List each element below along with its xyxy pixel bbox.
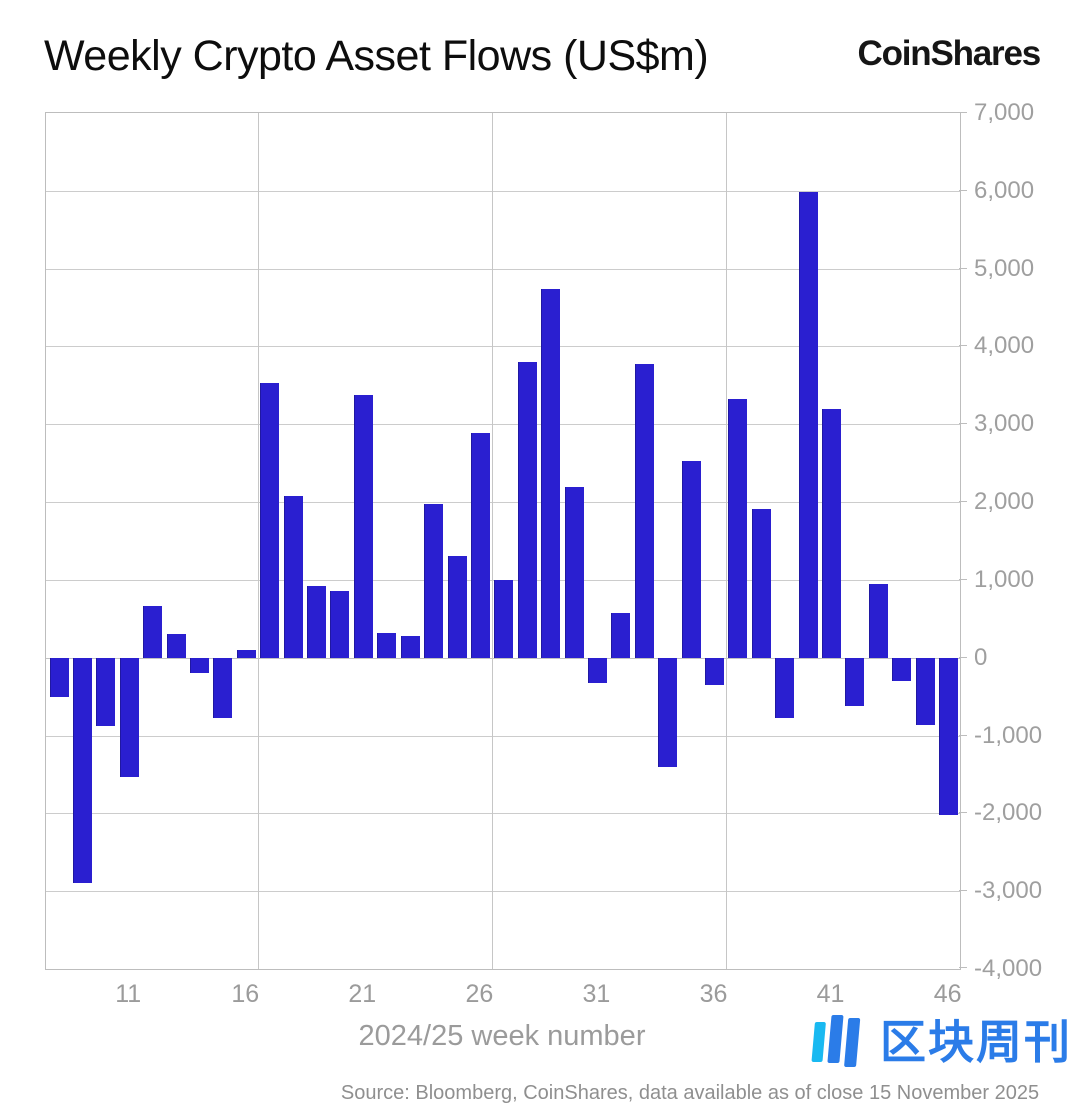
bar-week-28 xyxy=(517,362,537,658)
y-tick xyxy=(959,890,967,892)
y-tick xyxy=(959,734,967,736)
y-tick xyxy=(959,267,967,269)
y-tick-label: 4,000 xyxy=(974,332,1035,360)
y-gridline xyxy=(46,268,960,270)
y-tick-label: 6,000 xyxy=(974,176,1035,204)
y-tick xyxy=(959,423,967,425)
bar-week-39 xyxy=(775,657,795,718)
y-tick-label: 0 xyxy=(974,643,988,671)
bar-week-44 xyxy=(892,657,912,681)
y-tick-label: 7,000 xyxy=(974,99,1035,126)
bar-week-26 xyxy=(470,432,490,658)
bar-week-21 xyxy=(353,394,373,658)
bar-week-37 xyxy=(728,398,748,658)
y-gridline xyxy=(46,424,960,426)
watermark-logo-icon xyxy=(811,1015,861,1067)
bar-week-20 xyxy=(330,590,350,658)
x-axis-title: 2024/25 week number xyxy=(358,1020,646,1052)
y-gridline xyxy=(46,813,960,815)
bar-week-24 xyxy=(424,503,444,658)
y-gridline xyxy=(46,657,960,659)
bar-week-23 xyxy=(400,635,420,658)
y-tick-label: 2,000 xyxy=(974,488,1035,516)
bar-week-22 xyxy=(377,632,397,658)
bar-week-30 xyxy=(564,486,584,658)
bar-week-41 xyxy=(822,408,841,658)
y-tick-label: 1,000 xyxy=(974,565,1035,593)
y-gridline xyxy=(46,190,960,192)
bar-week-32 xyxy=(611,612,631,658)
bar-week-35 xyxy=(681,460,701,658)
bar-week-43 xyxy=(868,583,888,658)
y-tick xyxy=(959,812,967,814)
y-tick-label: 3,000 xyxy=(974,410,1035,438)
y-tick xyxy=(959,967,967,968)
bar-week-14 xyxy=(190,657,209,674)
watermark-text: 区块周刊 xyxy=(880,1016,1072,1068)
chart-title: Weekly Crypto Asset Flows (US$m) xyxy=(44,32,709,80)
y-tick xyxy=(959,345,967,347)
bar-week-17 xyxy=(260,383,280,658)
y-tick-label: -1,000 xyxy=(974,721,1043,749)
bar-week-12 xyxy=(143,606,163,658)
x-tick-label: 46 xyxy=(933,980,962,1008)
bar-week-31 xyxy=(587,657,607,683)
bar-week-29 xyxy=(541,288,561,658)
bar-week-40 xyxy=(798,191,818,658)
bar-week-13 xyxy=(166,634,186,658)
bar-week-45 xyxy=(915,657,935,725)
y-tick xyxy=(959,112,967,113)
bar-week-19 xyxy=(307,586,326,658)
bar-week-25 xyxy=(447,555,467,658)
x-tick-label: 16 xyxy=(231,980,260,1008)
bar-week-36 xyxy=(705,657,724,685)
x-tick-label: 31 xyxy=(582,980,611,1008)
bar-week-15 xyxy=(213,657,233,719)
y-tick-label: 5,000 xyxy=(974,254,1035,282)
x-tick-label: 21 xyxy=(348,980,377,1008)
bar-week-8 xyxy=(49,657,69,697)
bar-week-27 xyxy=(494,579,514,658)
bar-week-33 xyxy=(634,364,654,658)
x-tick-label: 41 xyxy=(816,980,845,1008)
bar-week-16 xyxy=(236,649,256,658)
x-gridline xyxy=(258,113,259,969)
y-tick xyxy=(959,656,967,658)
y-tick xyxy=(959,578,967,580)
y-gridline xyxy=(46,735,960,737)
bar-week-10 xyxy=(96,657,116,727)
source-note: Source: Bloomberg, CoinShares, data avai… xyxy=(340,1082,1040,1104)
plot-area xyxy=(45,112,961,970)
x-tick-label: 11 xyxy=(115,980,142,1008)
bar-week-11 xyxy=(119,657,139,777)
x-gridline xyxy=(726,113,728,969)
y-tick-label: -4,000 xyxy=(974,955,1043,982)
y-tick-label: -3,000 xyxy=(974,877,1043,905)
y-gridline xyxy=(46,891,960,893)
x-gridline xyxy=(492,113,494,969)
y-tick xyxy=(959,501,967,503)
watermark: 区块周刊 xyxy=(808,1006,1072,1072)
y-gridline xyxy=(46,502,960,504)
bar-week-34 xyxy=(658,657,678,767)
bar-week-42 xyxy=(845,657,865,706)
bar-week-9 xyxy=(72,657,92,884)
bar-week-38 xyxy=(751,509,771,658)
x-tick-label: 36 xyxy=(699,980,728,1008)
bar-week-18 xyxy=(283,495,303,658)
y-tick xyxy=(959,189,967,191)
x-tick-label: 26 xyxy=(465,980,494,1008)
coinshares-logo: CoinShares xyxy=(857,34,1042,73)
bar-week-46 xyxy=(939,657,959,815)
y-gridline xyxy=(46,346,960,348)
y-tick-label: -2,000 xyxy=(974,799,1043,827)
